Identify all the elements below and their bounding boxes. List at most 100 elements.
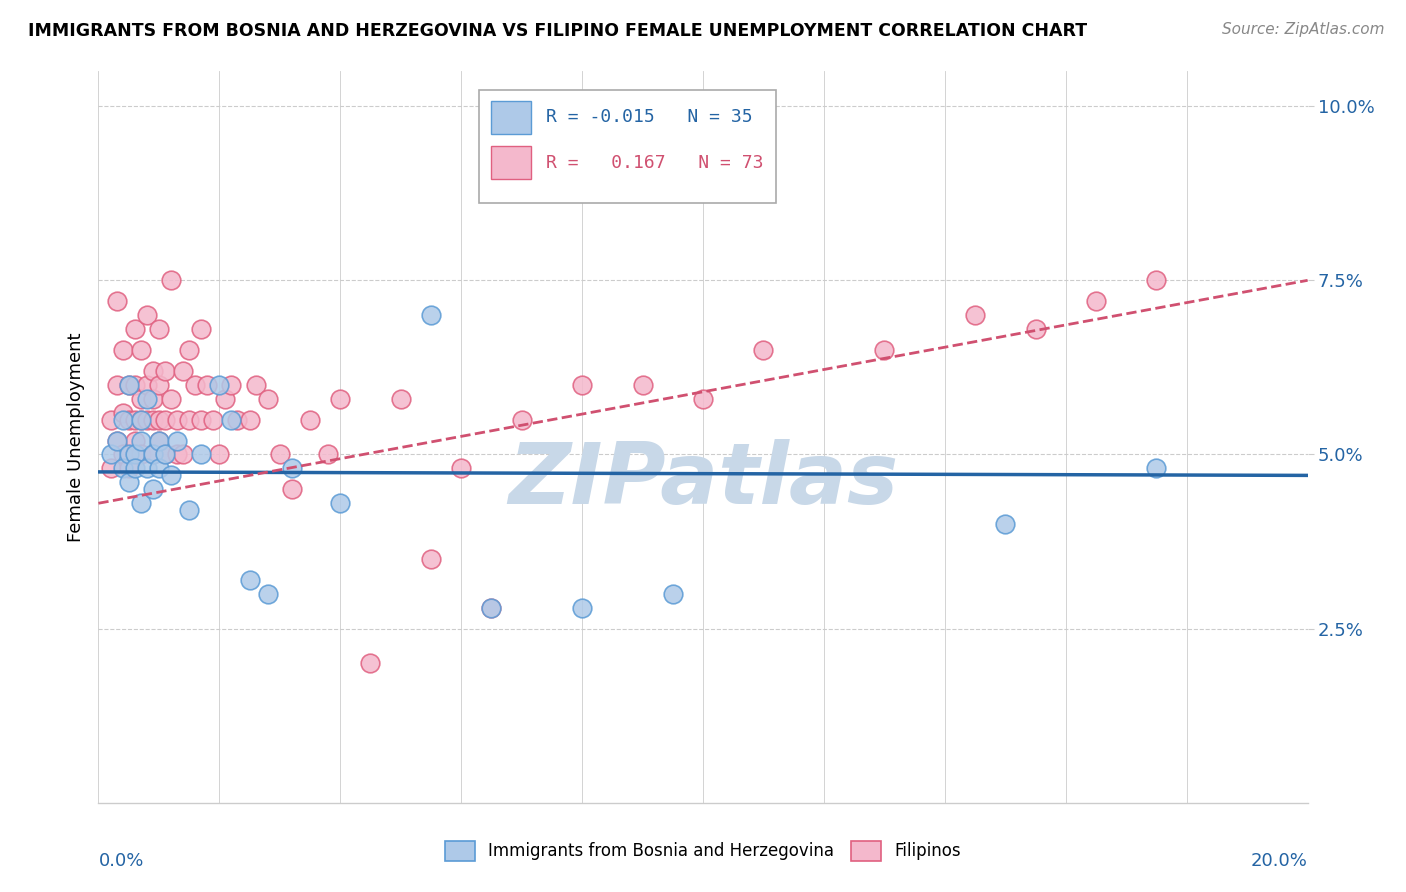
Point: [153, 448, 176, 462]
Point: [124, 412, 146, 426]
Point: [631, 377, 654, 392]
Point: [256, 587, 278, 601]
Text: 20.0%: 20.0%: [1251, 852, 1308, 870]
Point: [281, 483, 304, 497]
Point: [135, 461, 157, 475]
Point: [142, 448, 165, 462]
Point: [190, 412, 212, 426]
Point: [221, 412, 243, 426]
Point: [420, 552, 443, 566]
FancyBboxPatch shape: [492, 146, 531, 179]
Point: [124, 448, 146, 462]
Point: [752, 343, 775, 357]
Point: [1085, 294, 1108, 309]
Point: [118, 377, 141, 392]
Point: [105, 377, 128, 392]
Point: [510, 412, 533, 426]
Point: [135, 392, 157, 406]
Point: [179, 343, 201, 357]
Point: [166, 434, 188, 448]
Point: [153, 412, 176, 426]
Point: [129, 412, 152, 426]
Point: [105, 434, 128, 448]
Point: [281, 461, 304, 475]
Point: [481, 600, 503, 615]
Point: [179, 503, 201, 517]
Point: [124, 377, 146, 392]
Point: [172, 448, 194, 462]
Point: [129, 496, 152, 510]
Point: [118, 412, 141, 426]
Point: [166, 448, 188, 462]
Point: [148, 377, 170, 392]
Point: [299, 412, 322, 426]
Point: [111, 412, 134, 426]
Point: [245, 377, 267, 392]
Point: [111, 448, 134, 462]
Point: [1144, 273, 1167, 287]
Point: [195, 377, 218, 392]
Point: [160, 273, 183, 287]
Point: [118, 377, 141, 392]
Point: [148, 434, 170, 448]
Point: [226, 412, 249, 426]
Point: [135, 377, 157, 392]
Point: [166, 412, 188, 426]
Point: [256, 392, 278, 406]
Text: R =   0.167   N = 73: R = 0.167 N = 73: [546, 153, 763, 172]
Point: [124, 434, 146, 448]
FancyBboxPatch shape: [479, 90, 776, 203]
Point: [239, 412, 262, 426]
Point: [118, 461, 141, 475]
Y-axis label: Female Unemployment: Female Unemployment: [66, 333, 84, 541]
Point: [389, 392, 412, 406]
Point: [111, 343, 134, 357]
Point: [129, 392, 152, 406]
Point: [142, 392, 165, 406]
Point: [214, 392, 236, 406]
Point: [190, 322, 212, 336]
Text: IMMIGRANTS FROM BOSNIA AND HERZEGOVINA VS FILIPINO FEMALE UNEMPLOYMENT CORRELATI: IMMIGRANTS FROM BOSNIA AND HERZEGOVINA V…: [28, 22, 1087, 40]
Point: [100, 448, 122, 462]
Text: Source: ZipAtlas.com: Source: ZipAtlas.com: [1222, 22, 1385, 37]
Point: [100, 461, 122, 475]
Point: [329, 392, 352, 406]
Point: [172, 364, 194, 378]
Point: [118, 475, 141, 490]
Point: [142, 364, 165, 378]
Point: [202, 412, 225, 426]
Point: [1144, 461, 1167, 475]
Point: [208, 377, 231, 392]
Point: [160, 392, 183, 406]
Point: [994, 517, 1017, 532]
Point: [135, 412, 157, 426]
Point: [420, 308, 443, 322]
Point: [1024, 322, 1046, 336]
Point: [360, 657, 382, 671]
Point: [111, 461, 134, 475]
Point: [190, 448, 212, 462]
Point: [148, 322, 170, 336]
Point: [269, 448, 291, 462]
Point: [160, 468, 183, 483]
Text: R = -0.015   N = 35: R = -0.015 N = 35: [546, 109, 752, 127]
Point: [129, 434, 152, 448]
Legend: Immigrants from Bosnia and Herzegovina, Filipinos: Immigrants from Bosnia and Herzegovina, …: [439, 834, 967, 868]
Point: [100, 412, 122, 426]
Point: [481, 600, 503, 615]
Point: [692, 392, 714, 406]
Point: [148, 412, 170, 426]
Point: [571, 600, 593, 615]
Point: [142, 412, 165, 426]
Point: [184, 377, 207, 392]
Text: 0.0%: 0.0%: [98, 852, 143, 870]
Point: [148, 434, 170, 448]
Point: [153, 364, 176, 378]
Point: [571, 377, 593, 392]
Point: [661, 587, 683, 601]
Point: [450, 461, 472, 475]
Point: [179, 412, 201, 426]
Point: [129, 343, 152, 357]
Point: [221, 377, 243, 392]
Point: [208, 448, 231, 462]
